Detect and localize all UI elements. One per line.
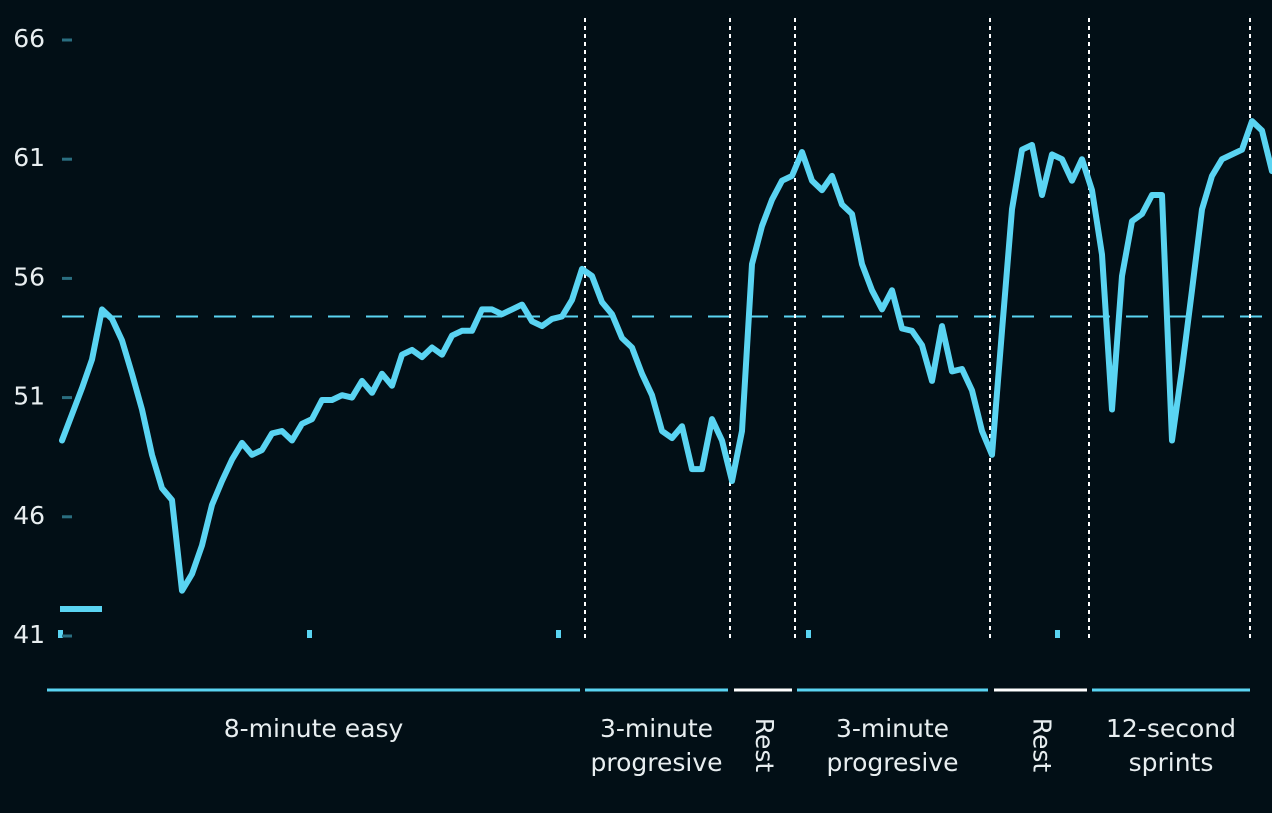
segment-label: progresive [826, 748, 958, 777]
y-tick-label: 41 [13, 620, 45, 649]
y-tick-label: 46 [13, 501, 45, 530]
hr-line [59, 118, 1272, 594]
marker [806, 630, 811, 638]
marker [58, 630, 63, 638]
y-tick-label: 56 [13, 262, 45, 291]
y-tick-label: 61 [13, 143, 45, 172]
y-tick-label: 66 [13, 24, 45, 53]
marker-bar [60, 606, 102, 612]
segment-label: 12-second [1106, 714, 1236, 743]
segment-label: sprints [1129, 748, 1214, 777]
marker [1055, 630, 1060, 638]
marker [556, 630, 561, 638]
segment-label: 8-minute easy [224, 714, 404, 743]
y-tick-label: 51 [13, 382, 45, 411]
marker [307, 630, 312, 638]
segment-label: Rest [1028, 718, 1057, 773]
segment-label: 3-minute [600, 714, 713, 743]
segment-label: Rest [750, 718, 779, 773]
segment-label: 3-minute [836, 714, 949, 743]
segment-label: progresive [590, 748, 722, 777]
